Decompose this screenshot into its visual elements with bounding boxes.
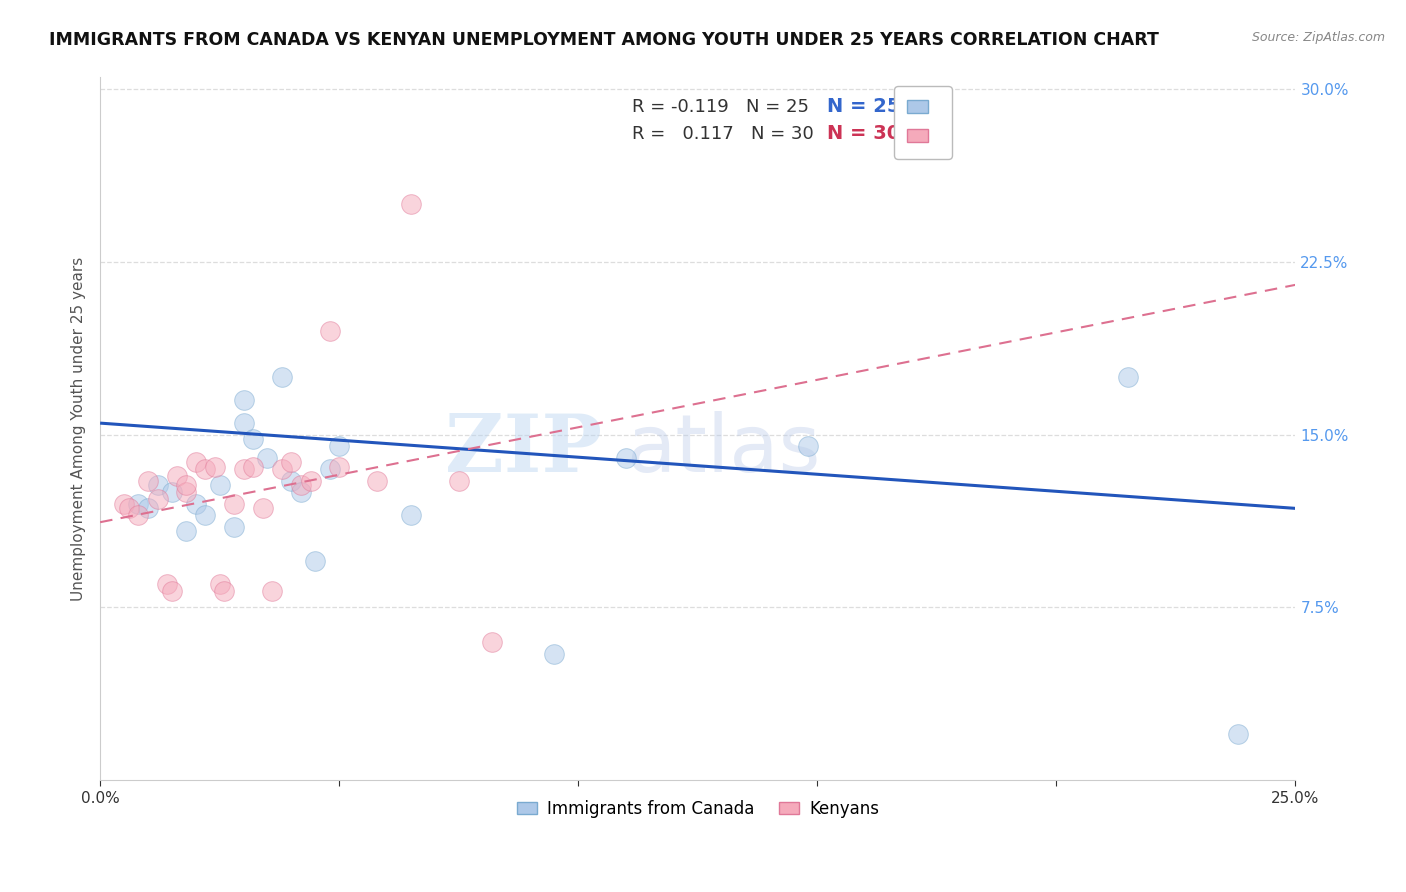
Point: [146, 478, 169, 492]
Text: N = 25: N = 25: [827, 97, 900, 117]
Point: [299, 474, 322, 488]
Point: [328, 439, 350, 453]
Point: [194, 462, 217, 476]
Point: [262, 584, 284, 599]
Point: [252, 501, 274, 516]
Point: [174, 478, 197, 492]
Point: [304, 554, 326, 568]
Point: [242, 432, 264, 446]
Point: [156, 577, 179, 591]
Text: N = 30: N = 30: [827, 124, 900, 144]
Point: [232, 393, 254, 408]
Point: [208, 478, 231, 492]
Point: [146, 492, 169, 507]
Point: [797, 439, 820, 453]
Point: [1116, 370, 1139, 384]
Y-axis label: Unemployment Among Youth under 25 years: Unemployment Among Youth under 25 years: [72, 257, 86, 601]
Point: [242, 459, 264, 474]
Point: [399, 197, 422, 211]
Point: [160, 485, 183, 500]
Legend: Immigrants from Canada, Kenyans: Immigrants from Canada, Kenyans: [510, 793, 886, 825]
Point: [270, 370, 292, 384]
Text: R =   0.117   N = 30: R = 0.117 N = 30: [633, 125, 814, 143]
Point: [280, 455, 302, 469]
Text: ZIP: ZIP: [446, 411, 602, 489]
Point: [174, 485, 197, 500]
Point: [127, 508, 149, 523]
Point: [318, 324, 340, 338]
Point: [447, 474, 470, 488]
Point: [222, 520, 245, 534]
Point: [290, 478, 312, 492]
Text: IMMIGRANTS FROM CANADA VS KENYAN UNEMPLOYMENT AMONG YOUTH UNDER 25 YEARS CORRELA: IMMIGRANTS FROM CANADA VS KENYAN UNEMPLO…: [49, 31, 1159, 49]
Point: [136, 501, 159, 516]
Point: [232, 462, 254, 476]
Point: [174, 524, 197, 539]
Point: [194, 508, 217, 523]
Point: [204, 459, 226, 474]
Text: atlas: atlas: [626, 411, 821, 489]
Point: [318, 462, 340, 476]
Point: [184, 455, 207, 469]
Point: [1227, 727, 1250, 741]
Point: [208, 577, 231, 591]
Point: [184, 497, 207, 511]
Point: [214, 584, 236, 599]
Text: R = -0.119   N = 25: R = -0.119 N = 25: [633, 98, 808, 116]
Point: [232, 416, 254, 430]
Point: [481, 635, 503, 649]
Point: [222, 497, 245, 511]
Point: [399, 508, 422, 523]
Point: [280, 474, 302, 488]
Point: [256, 450, 278, 465]
Point: [136, 474, 159, 488]
Point: [270, 462, 292, 476]
Point: [112, 497, 135, 511]
Point: [127, 497, 149, 511]
Point: [328, 459, 350, 474]
Point: [166, 469, 188, 483]
Text: Source: ZipAtlas.com: Source: ZipAtlas.com: [1251, 31, 1385, 45]
Point: [543, 647, 565, 661]
Point: [160, 584, 183, 599]
Point: [614, 450, 637, 465]
Point: [290, 485, 312, 500]
Point: [366, 474, 388, 488]
Point: [118, 501, 141, 516]
